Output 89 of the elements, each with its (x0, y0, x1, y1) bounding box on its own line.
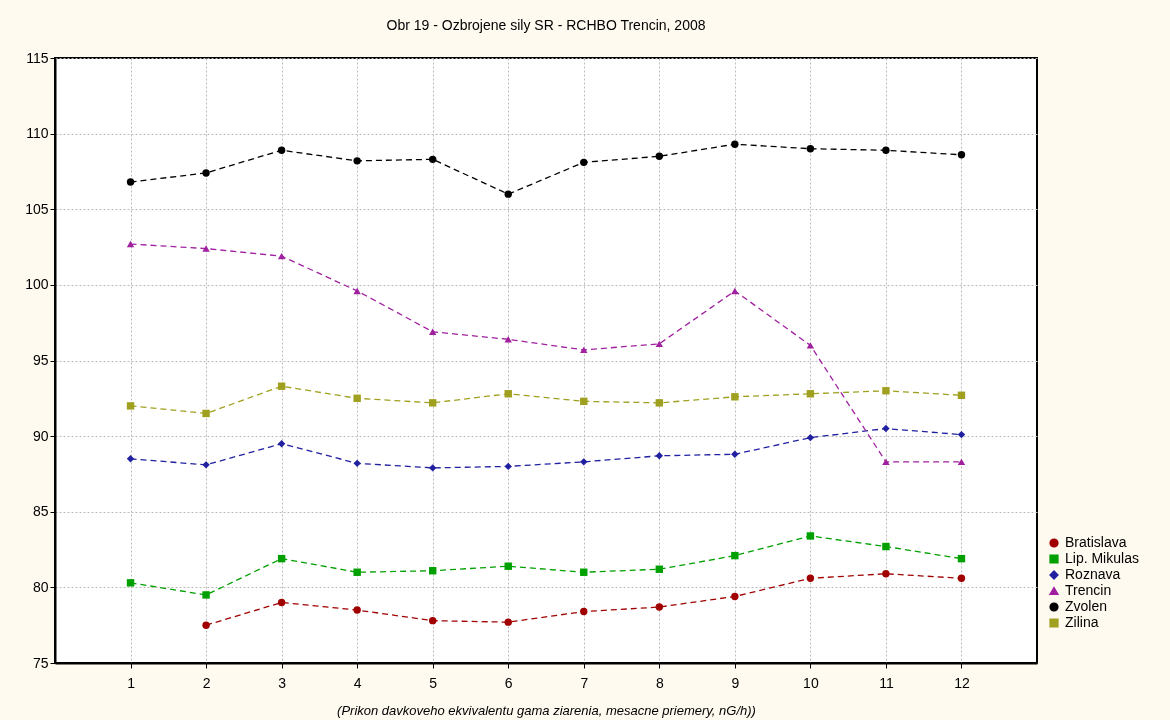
point (882, 570, 890, 578)
point (580, 346, 588, 354)
point (126, 579, 135, 587)
point (353, 606, 361, 614)
point (353, 157, 361, 165)
x-tick-label: 7 (580, 674, 589, 691)
point (882, 542, 890, 551)
x-axis-title: (Prikon davkoveho ekvivalentu gama ziarenia, mesacne priemery, nG/h)) (337, 702, 756, 718)
point (126, 178, 135, 186)
point (806, 342, 815, 349)
x-tick-label: 1 (127, 674, 136, 691)
point (882, 146, 890, 154)
point (655, 152, 664, 161)
point (655, 452, 664, 460)
x-tick-label: 4 (353, 674, 362, 691)
point (353, 459, 361, 468)
y-tick-label: 90 (32, 427, 49, 444)
point (580, 458, 588, 466)
legend-label: Bratislava (1065, 534, 1127, 550)
point (731, 450, 739, 458)
point (806, 433, 815, 442)
y-tick-label: 75 (32, 654, 49, 671)
point (504, 190, 512, 198)
point (655, 603, 664, 611)
point (202, 169, 210, 177)
point (277, 598, 286, 607)
x-tick-label: 9 (731, 674, 740, 691)
x-tick-label: 5 (429, 674, 438, 691)
point (126, 240, 135, 248)
legend-label: Lip. Mikulas (1065, 550, 1139, 566)
point (277, 146, 286, 154)
legend-label: Zvolen (1065, 598, 1108, 614)
x-tick-label: 3 (278, 674, 287, 691)
point (202, 591, 210, 599)
point (277, 439, 286, 448)
point (428, 464, 437, 472)
point (957, 151, 966, 159)
point (731, 551, 739, 560)
point (731, 140, 739, 148)
y-tick-label: 110 (26, 125, 49, 142)
point (428, 616, 437, 625)
point (202, 409, 210, 418)
x-tick-label: 10 (803, 674, 819, 691)
point (655, 340, 664, 348)
point (202, 245, 210, 252)
point (806, 574, 815, 582)
x-tick-label: 2 (202, 674, 211, 691)
point (882, 387, 890, 395)
point (806, 532, 815, 540)
y-tick-label: 105 (25, 200, 49, 217)
y-tick-label: 100 (25, 276, 49, 293)
x-tick-label: 12 (954, 674, 970, 691)
point (428, 328, 437, 335)
point (353, 394, 361, 403)
y-tick-label: 80 (32, 578, 49, 595)
legend-label: Zilina (1065, 614, 1099, 630)
point (202, 621, 210, 629)
point (504, 336, 512, 343)
x-tick-label: 8 (655, 674, 664, 691)
y-tick-label: 115 (26, 49, 49, 66)
y-tick-label: 85 (32, 503, 49, 520)
x-tick-label: 11 (879, 674, 894, 691)
legend-label: Trencin (1065, 582, 1112, 598)
point (126, 402, 135, 410)
x-tick-label: 6 (504, 674, 513, 691)
point (428, 155, 437, 164)
point (882, 458, 890, 466)
point (580, 158, 588, 167)
point (504, 562, 512, 570)
point (580, 607, 588, 616)
point (504, 462, 512, 471)
point (957, 574, 966, 582)
point (353, 568, 361, 576)
point (806, 145, 815, 153)
point (731, 287, 739, 295)
point (731, 393, 739, 401)
y-tick-label: 95 (32, 352, 49, 368)
point (731, 592, 739, 601)
point (353, 287, 361, 295)
point (882, 424, 890, 433)
point (957, 430, 966, 439)
point (504, 618, 512, 626)
point (277, 252, 286, 260)
point (957, 458, 966, 466)
point (126, 455, 135, 463)
point (428, 399, 437, 407)
point (655, 399, 664, 407)
chart-title: Obr 19 - Ozbrojene sily SR - RCHBO Trencin, 2008 (386, 17, 706, 33)
legend-label: Roznava (1065, 566, 1121, 582)
